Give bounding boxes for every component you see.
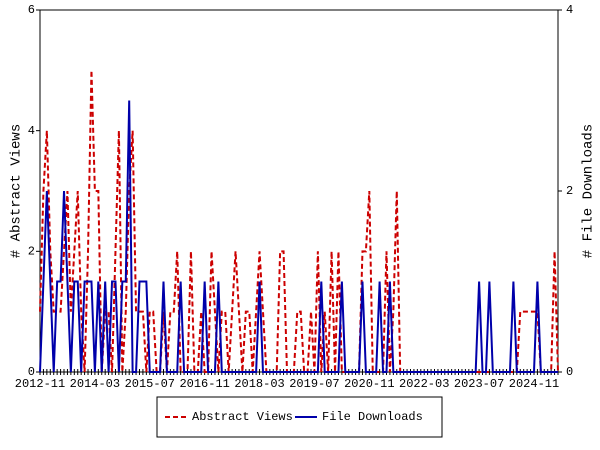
x-tick-label: 2020-11	[344, 377, 394, 391]
x-tick-label: 2019-07	[289, 377, 339, 391]
y-tick-label: 2	[28, 245, 35, 259]
x-tick-label: 2016-11	[179, 377, 229, 391]
x-tick-label: 2022-03	[399, 377, 449, 391]
series-line	[39, 100, 558, 373]
x-tick-label: 2014-03	[70, 377, 120, 391]
y-axis-title: # Abstract Views	[9, 124, 25, 258]
y-tick-label: 6	[28, 3, 35, 17]
y-tick-label: 0	[28, 365, 35, 379]
y2-tick-label: 4	[566, 3, 573, 17]
legend-label: File Downloads	[322, 410, 423, 424]
legend-box	[156, 396, 443, 438]
y2-axis-title: # File Downloads	[581, 124, 597, 258]
legend-label: Abstract Views	[192, 410, 293, 424]
x-tick-label: 2018-03	[234, 377, 284, 391]
x-tick-label: 2023-07	[454, 377, 504, 391]
x-tick-label: 2015-07	[125, 377, 175, 391]
x-tick-label: 2024-11	[509, 377, 559, 391]
x-tick-label: 2012-11	[15, 377, 65, 391]
y2-tick-label: 2	[566, 184, 573, 198]
y2-tick-label: 0	[566, 365, 573, 379]
y-tick-label: 4	[28, 124, 35, 138]
